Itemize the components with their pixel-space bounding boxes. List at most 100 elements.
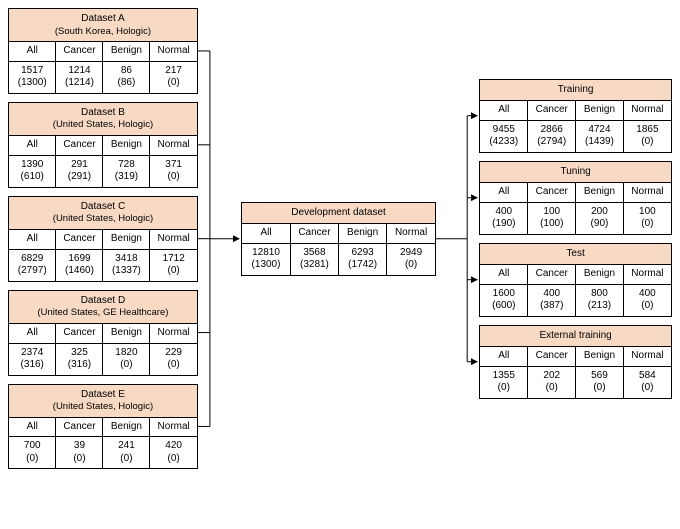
column-header: Benign: [576, 101, 624, 120]
dataset-table: AllCancerBenignNormal1517(1300)1214(1214…: [9, 42, 197, 93]
data-cell: 202(0): [528, 366, 576, 398]
cell-value: 2866: [529, 124, 574, 137]
cell-paren-value: (1742): [340, 259, 385, 272]
data-cell: 9455(4233): [480, 120, 528, 152]
column-header: Benign: [576, 347, 624, 366]
cell-paren-value: (1300): [243, 259, 289, 272]
dataset-subtitle-text: (United States, GE Healthcare): [11, 307, 195, 319]
column-header: Normal: [150, 136, 197, 155]
column-header: Benign: [103, 136, 150, 155]
data-cell: 569(0): [576, 366, 624, 398]
column-header: All: [480, 183, 528, 202]
dataset-table: AllCancerBenignNormal9455(4233)2866(2794…: [480, 101, 671, 152]
dataset-title-text: Dataset E: [11, 389, 195, 402]
column-header: Cancer: [56, 42, 103, 61]
column-header: Cancer: [528, 101, 576, 120]
column-header: Normal: [623, 265, 671, 284]
column-header: Normal: [623, 347, 671, 366]
data-cell: 6293(1742): [339, 243, 387, 275]
column-header: Benign: [576, 265, 624, 284]
cell-paren-value: (0): [529, 382, 574, 395]
dataset-block: Dataset D(United States, GE Healthcare)A…: [8, 290, 198, 376]
dataset-title-text: Dataset D: [11, 295, 195, 308]
dataset-table: AllCancerBenignNormal12810(1300)3568(328…: [242, 224, 435, 275]
cell-value: 4724: [577, 124, 622, 137]
column-header: Benign: [103, 324, 150, 343]
cell-value: 400: [625, 288, 670, 301]
dataset-subtitle-text: (United States, Hologic): [11, 119, 195, 131]
cell-paren-value: (316): [57, 359, 101, 372]
dataset-title-text: Training: [482, 84, 669, 97]
column-header: All: [480, 265, 528, 284]
cell-paren-value: (0): [151, 359, 195, 372]
cell-value: 1355: [481, 370, 526, 383]
data-cell: 2374(316): [9, 343, 56, 375]
dataset-title: Test: [480, 244, 671, 266]
cell-value: 569: [577, 370, 622, 383]
column-header: All: [9, 418, 56, 437]
data-cell: 291(291): [56, 155, 103, 187]
cell-paren-value: (0): [625, 218, 670, 231]
column-header: Normal: [150, 324, 197, 343]
column-header: Normal: [623, 183, 671, 202]
data-cell: 100(100): [528, 202, 576, 234]
dataset-title-text: Development dataset: [244, 207, 433, 220]
cell-paren-value: (0): [481, 382, 526, 395]
cell-value: 800: [577, 288, 622, 301]
data-cell: 229(0): [150, 343, 197, 375]
data-cell: 400(387): [528, 284, 576, 316]
column-header: Normal: [150, 42, 197, 61]
column-header: All: [480, 101, 528, 120]
column-header: All: [9, 230, 56, 249]
cell-value: 241: [104, 440, 148, 453]
column-header: Cancer: [528, 183, 576, 202]
dataset-title: Dataset A(South Korea, Hologic): [9, 9, 197, 42]
cell-paren-value: (0): [577, 382, 622, 395]
dataset-block: Dataset A(South Korea, Hologic)AllCancer…: [8, 8, 198, 94]
dataset-block: External trainingAllCancerBenignNormal13…: [479, 325, 672, 399]
cell-paren-value: (1439): [577, 136, 622, 149]
dataset-block: TuningAllCancerBenignNormal400(190)100(1…: [479, 161, 672, 235]
data-cell: 4724(1439): [576, 120, 624, 152]
cell-value: 1214: [57, 65, 101, 78]
data-cell: 217(0): [150, 61, 197, 93]
column-header: Cancer: [528, 265, 576, 284]
data-cell: 1214(1214): [56, 61, 103, 93]
data-cell: 584(0): [623, 366, 671, 398]
cell-value: 400: [481, 206, 526, 219]
cell-paren-value: (291): [57, 171, 101, 184]
data-cell: 1865(0): [623, 120, 671, 152]
cell-value: 1699: [57, 253, 101, 266]
cell-paren-value: (3281): [292, 259, 337, 272]
dataset-block: Dataset C(United States, Hologic)AllCanc…: [8, 196, 198, 282]
dataset-title: Dataset D(United States, GE Healthcare): [9, 291, 197, 324]
cell-value: 420: [151, 440, 195, 453]
column-header: Normal: [150, 230, 197, 249]
cell-value: 86: [104, 65, 148, 78]
cell-value: 400: [529, 288, 574, 301]
development-dataset-column: Development dataset AllCancerBenignNormal…: [241, 202, 436, 276]
dataset-block: Dataset E(United States, Hologic)AllCanc…: [8, 384, 198, 470]
cell-value: 584: [625, 370, 670, 383]
cell-paren-value: (1214): [57, 77, 101, 90]
data-cell: 6829(2797): [9, 249, 56, 281]
data-cell: 325(316): [56, 343, 103, 375]
cell-paren-value: (0): [151, 171, 195, 184]
cell-paren-value: (610): [10, 171, 54, 184]
column-header: Cancer: [56, 136, 103, 155]
dataset-subtitle-text: (South Korea, Hologic): [11, 26, 195, 38]
column-header: Benign: [103, 42, 150, 61]
dataset-table: AllCancerBenignNormal1355(0)202(0)569(0)…: [480, 347, 671, 398]
cell-paren-value: (600): [481, 300, 526, 313]
dataset-title-text: Dataset B: [11, 107, 195, 120]
dataset-block: Development dataset AllCancerBenignNormal…: [241, 202, 436, 276]
cell-paren-value: (0): [10, 453, 54, 466]
dataset-title-text: Dataset A: [11, 13, 195, 26]
data-cell: 800(213): [576, 284, 624, 316]
dataset-table: AllCancerBenignNormal1600(600)400(387)80…: [480, 265, 671, 316]
dataset-block: TestAllCancerBenignNormal1600(600)400(38…: [479, 243, 672, 317]
cell-value: 1517: [10, 65, 54, 78]
cell-value: 2949: [388, 247, 434, 260]
cell-paren-value: (4233): [481, 136, 526, 149]
data-cell: 1712(0): [150, 249, 197, 281]
